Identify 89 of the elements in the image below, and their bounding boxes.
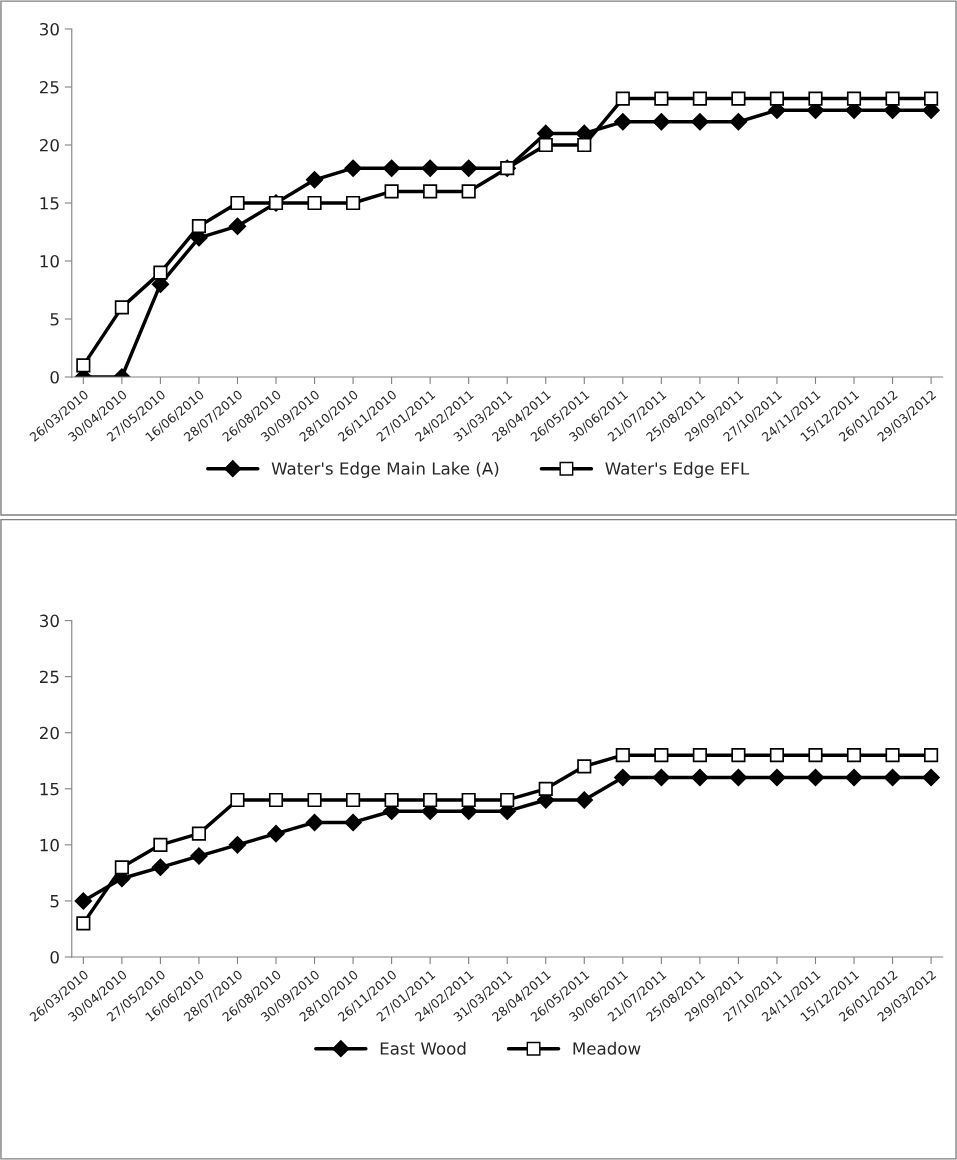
point — [577, 137, 592, 153]
point — [305, 171, 324, 189]
point — [923, 91, 939, 106]
point — [461, 184, 476, 199]
y-tick-label: 25 — [39, 670, 59, 684]
point — [808, 91, 823, 106]
point — [845, 768, 863, 787]
legend-label: Water's Edge Main Lake (A) — [271, 461, 499, 478]
point — [654, 748, 669, 763]
y-tick-label: 30 — [40, 614, 59, 628]
point — [421, 159, 439, 177]
point — [267, 824, 285, 843]
point — [384, 792, 399, 808]
point — [459, 159, 478, 177]
point — [615, 91, 630, 106]
point — [769, 748, 785, 763]
point — [692, 748, 707, 763]
y-tick-label: 30 — [40, 22, 59, 36]
point — [76, 358, 91, 373]
point — [423, 184, 438, 199]
point — [729, 768, 748, 787]
point — [885, 748, 900, 763]
point — [230, 195, 245, 211]
point — [692, 91, 707, 106]
point — [654, 91, 669, 106]
y-tick-label: 5 — [50, 313, 59, 326]
point — [153, 837, 168, 852]
point — [614, 113, 632, 131]
point — [114, 300, 129, 315]
y-tick-label: 10 — [40, 838, 59, 852]
point — [344, 813, 362, 832]
point — [461, 792, 476, 808]
point — [885, 91, 900, 106]
point — [575, 791, 593, 809]
point — [731, 748, 746, 763]
legend-label: East Wood — [380, 1041, 466, 1055]
point — [538, 781, 553, 796]
point — [345, 792, 361, 808]
point — [344, 159, 362, 177]
point — [615, 748, 630, 763]
point — [922, 768, 940, 787]
y-tick-label: 10 — [40, 254, 59, 268]
point — [883, 768, 902, 787]
point — [191, 219, 207, 234]
point — [846, 91, 862, 106]
y-tick-label: 5 — [50, 895, 59, 908]
y-tick-label: 25 — [39, 80, 59, 94]
point — [729, 113, 748, 131]
legend-label: Meadow — [573, 1041, 641, 1055]
y-tick-label: 0 — [50, 950, 59, 964]
point — [652, 768, 671, 787]
point — [691, 113, 709, 131]
point — [614, 768, 632, 787]
y-tick-label: 15 — [40, 197, 59, 210]
point — [538, 137, 553, 153]
point — [76, 916, 91, 931]
point — [768, 768, 786, 787]
point — [191, 826, 207, 841]
y-tick-label: 20 — [39, 726, 59, 740]
point — [151, 858, 170, 876]
point — [345, 195, 361, 211]
point — [307, 792, 322, 808]
point — [228, 217, 247, 235]
point — [731, 91, 746, 106]
point — [382, 159, 401, 177]
point — [305, 813, 324, 832]
point — [228, 836, 247, 854]
point — [307, 195, 322, 211]
y-tick-label: 0 — [50, 370, 59, 384]
point — [114, 860, 129, 875]
y-tick-label: 15 — [40, 782, 59, 796]
point — [846, 748, 862, 763]
y-tick-label: 20 — [39, 138, 59, 152]
point — [153, 265, 168, 280]
point — [806, 768, 825, 787]
legend-label: Water's Edge EFL — [605, 461, 750, 478]
point — [230, 792, 245, 808]
point — [384, 184, 399, 199]
point — [808, 748, 823, 763]
point — [268, 792, 284, 808]
point — [423, 792, 438, 808]
point — [577, 759, 592, 774]
point — [769, 91, 785, 106]
point — [190, 847, 208, 865]
point — [74, 892, 93, 910]
point — [923, 748, 939, 763]
point — [691, 768, 709, 787]
point — [500, 792, 515, 808]
point — [652, 113, 671, 131]
